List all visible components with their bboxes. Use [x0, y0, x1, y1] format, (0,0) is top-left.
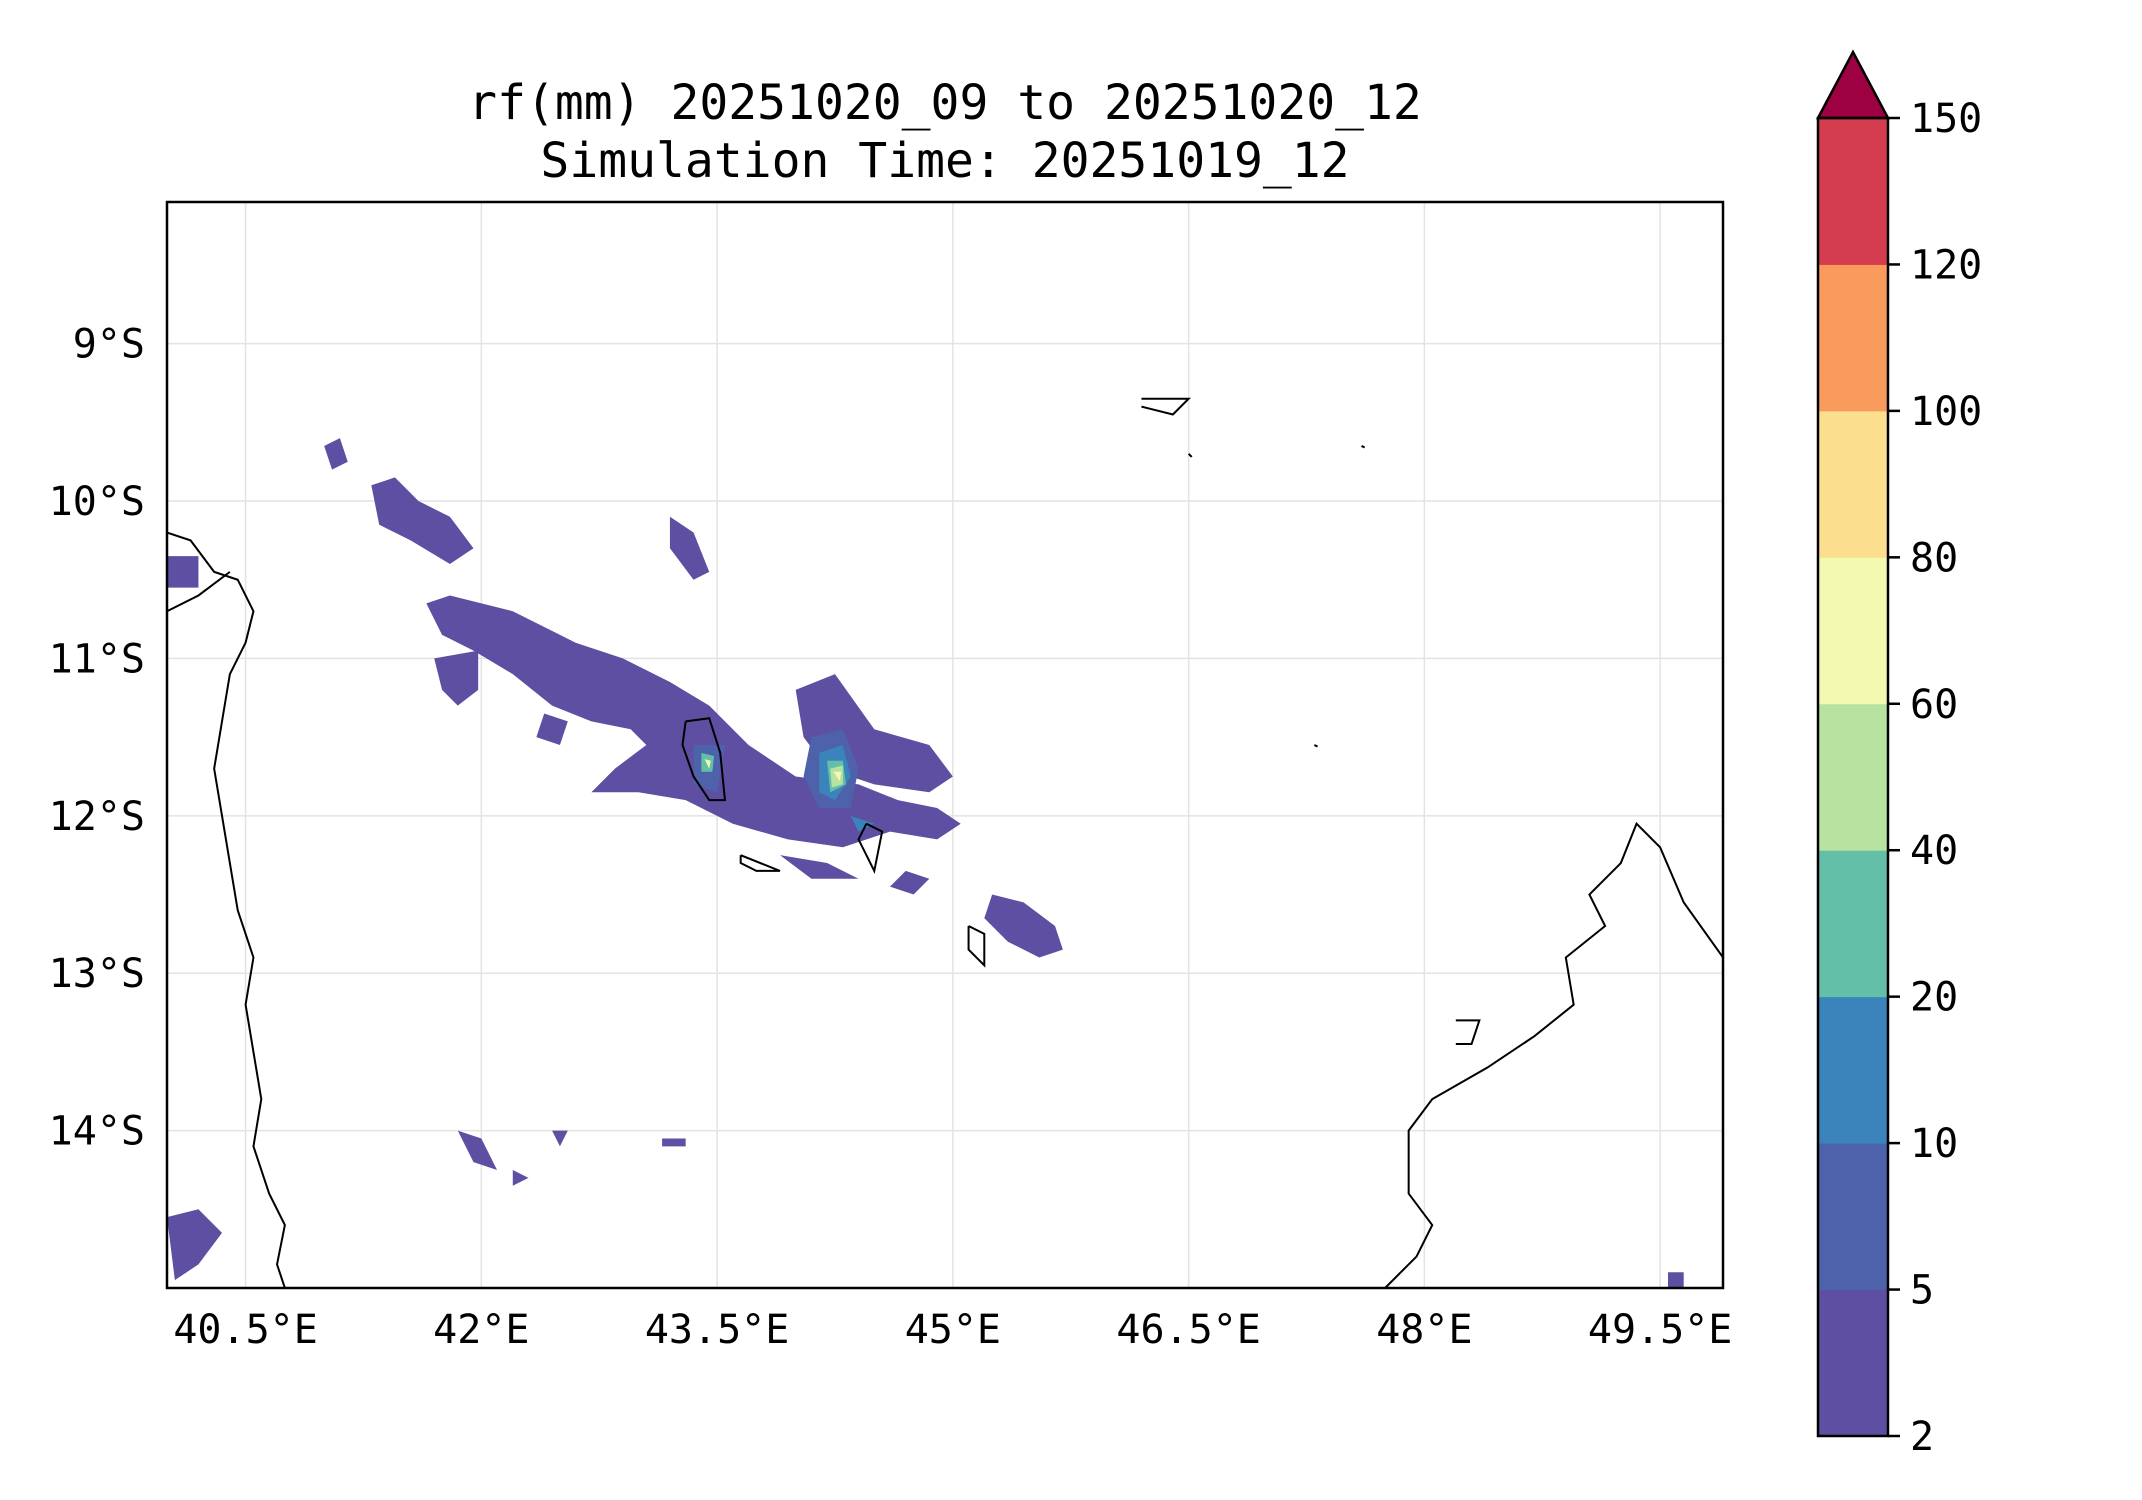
rain-patch [984, 894, 1063, 958]
map-frame [165, 200, 1725, 1290]
lat-tick-label: 13°S [49, 951, 145, 997]
coastline-moheli [739, 854, 781, 872]
colorbar-extend-triangle [1815, 49, 1891, 120]
rain-patch [512, 1169, 529, 1186]
lon-tick-label: 48°E [1376, 1307, 1472, 1353]
colorbar-segment [1818, 996, 1888, 1144]
longitude-axis: 40.5°E 42°E 43.5°E 45°E 46.5°E 48°E 49.5… [173, 1307, 1732, 1353]
lon-tick-label: 46.5°E [1116, 1307, 1261, 1353]
lon-tick-label: 42°E [433, 1307, 529, 1353]
colorbar-tick-label: 80 [1910, 535, 1958, 581]
rain-patch [704, 759, 711, 769]
coastline-mayotte [967, 925, 986, 968]
rain-patch [889, 870, 930, 895]
map-subtitle: Simulation Time: 20251019_12 [540, 133, 1350, 189]
rain-patch [833, 771, 842, 782]
map-panel [165, 200, 1725, 1290]
lon-tick-label: 40.5°E [173, 1307, 318, 1353]
coastline-islet [1361, 445, 1366, 449]
coastline-islet [1313, 744, 1318, 748]
coastline-africa [166, 531, 286, 1289]
coastlines [166, 397, 1724, 1289]
rain-patch [167, 1209, 223, 1281]
lat-tick-label: 9°S [73, 322, 145, 368]
rain-patch [552, 1130, 568, 1147]
rain-patch [1667, 1272, 1684, 1288]
lon-tick-label: 49.5°E [1588, 1307, 1733, 1353]
gridlines [167, 202, 1723, 1288]
colorbar-segment [1818, 264, 1888, 412]
colorbar-tick-label: 40 [1910, 828, 1958, 874]
colorbar-tick-label: 120 [1910, 242, 1982, 288]
map-title: rf(mm) 20251020_09 to 20251020_12 [468, 75, 1422, 131]
colorbar-tick-label: 100 [1910, 389, 1982, 435]
coastline-grande-comore [681, 717, 727, 802]
colorbar-frame [1816, 116, 1890, 1438]
latitude-axis: 9°S 10°S 11°S 12°S 13°S 14°S [49, 322, 145, 1155]
coastline-islet [1187, 453, 1193, 458]
rain-patch [850, 815, 875, 832]
colorbar-segment [1818, 1289, 1888, 1437]
coastline-anjouan [857, 822, 884, 874]
coastline-river [166, 571, 231, 613]
rain-patch [167, 556, 199, 588]
map-background [167, 202, 1723, 1288]
lon-tick-label: 43.5°E [645, 1307, 790, 1353]
colorbar-segment [1818, 557, 1888, 705]
colorbar-tick-label: 10 [1910, 1121, 1958, 1167]
coastline-aldabra [1141, 397, 1192, 416]
colorbar-tick-label: 150 [1910, 96, 1982, 142]
colorbar-tick-label: 5 [1910, 1268, 1934, 1314]
rain-patch [662, 1138, 686, 1147]
lat-tick-label: 14°S [49, 1109, 145, 1155]
colorbar-segment [1818, 703, 1888, 851]
rainfall-contours [167, 438, 1684, 1288]
lon-tick-label: 45°E [905, 1307, 1001, 1353]
colorbar: 2 5 10 20 40 60 80 100 120 150 [1815, 49, 1982, 1460]
colorbar-tick-label: 60 [1910, 682, 1958, 728]
lat-tick-label: 10°S [49, 479, 145, 525]
rain-patch [779, 855, 859, 879]
colorbar-ticks [1888, 116, 1900, 1438]
colorbar-tick-label: 2 [1910, 1414, 1934, 1460]
lat-tick-label: 11°S [49, 636, 145, 682]
lat-tick-label: 12°S [49, 794, 145, 840]
rain-patch [669, 516, 710, 580]
rain-patch [371, 477, 474, 564]
rain-patch [434, 650, 479, 706]
rain-patch [324, 438, 348, 470]
colorbar-tick-label: 20 [1910, 975, 1958, 1021]
rain-patch [536, 713, 568, 745]
colorbar-segments [1818, 118, 1888, 1437]
coastline-nosy-be [1455, 1019, 1481, 1046]
colorbar-segment [1818, 118, 1888, 265]
colorbar-labels: 2 5 10 20 40 60 80 100 120 150 [1910, 96, 1982, 1460]
colorbar-segment [1818, 850, 1888, 998]
colorbar-segment [1818, 1143, 1888, 1291]
rain-patch [457, 1130, 498, 1170]
coastline-madagascar [1384, 821, 1724, 1289]
colorbar-segment [1818, 410, 1888, 558]
